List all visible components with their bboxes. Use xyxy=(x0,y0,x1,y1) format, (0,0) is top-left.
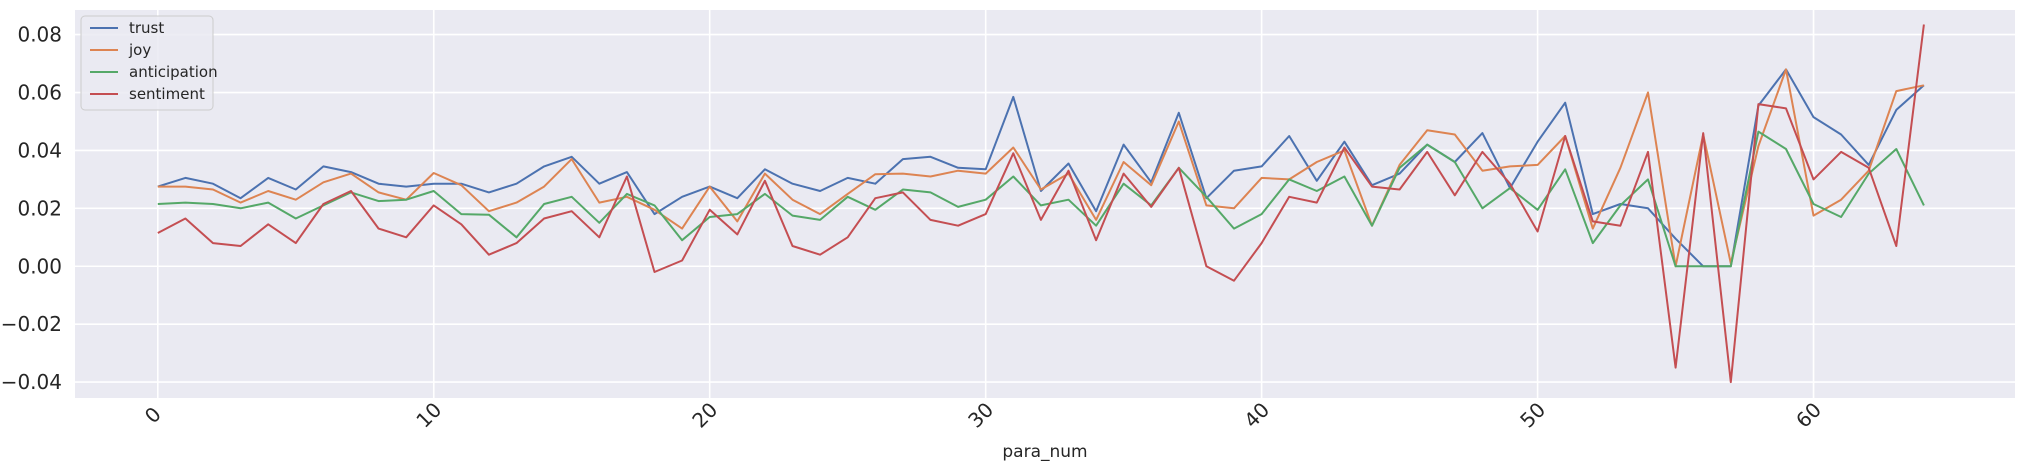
y-tick-label: −0.04 xyxy=(1,370,62,394)
y-tick-label: −0.02 xyxy=(1,312,62,336)
legend-label-anticipation: anticipation xyxy=(129,63,218,81)
y-tick-labels: −0.04 −0.02 0.00 0.02 0.04 0.06 0.08 xyxy=(1,23,62,394)
x-tick-label: 50 xyxy=(1515,398,1550,433)
series-lines xyxy=(157,24,1925,384)
x-tick-label: 40 xyxy=(1239,398,1274,433)
x-tick-label: 0 xyxy=(140,402,166,428)
y-tick-label: 0.06 xyxy=(17,81,62,105)
series-line-sentiment xyxy=(157,24,1925,384)
legend-label-sentiment: sentiment xyxy=(129,85,205,103)
legend-box xyxy=(80,15,214,111)
x-tick-label: 30 xyxy=(963,398,998,433)
x-tick-label: 60 xyxy=(1791,398,1826,433)
y-tick-label: 0.02 xyxy=(17,196,62,220)
y-tick-label: 0.04 xyxy=(17,138,62,162)
y-tick-label: 0.08 xyxy=(17,23,62,47)
series-line-trust xyxy=(157,68,1925,268)
series-line-joy xyxy=(157,68,1925,268)
x-tick-label: 10 xyxy=(411,398,446,433)
y-tick-label: 0.00 xyxy=(17,254,62,278)
series-line-anticipation xyxy=(157,130,1925,268)
x-axis-title: para_num xyxy=(1002,442,1087,462)
x-tick-labels: 0 10 20 30 40 50 60 xyxy=(140,398,1826,433)
legend-label-joy: joy xyxy=(128,41,151,59)
legend-label-trust: trust xyxy=(129,19,164,37)
legend: trust joy anticipation sentiment xyxy=(80,15,218,111)
x-tick-label: 20 xyxy=(687,398,722,433)
